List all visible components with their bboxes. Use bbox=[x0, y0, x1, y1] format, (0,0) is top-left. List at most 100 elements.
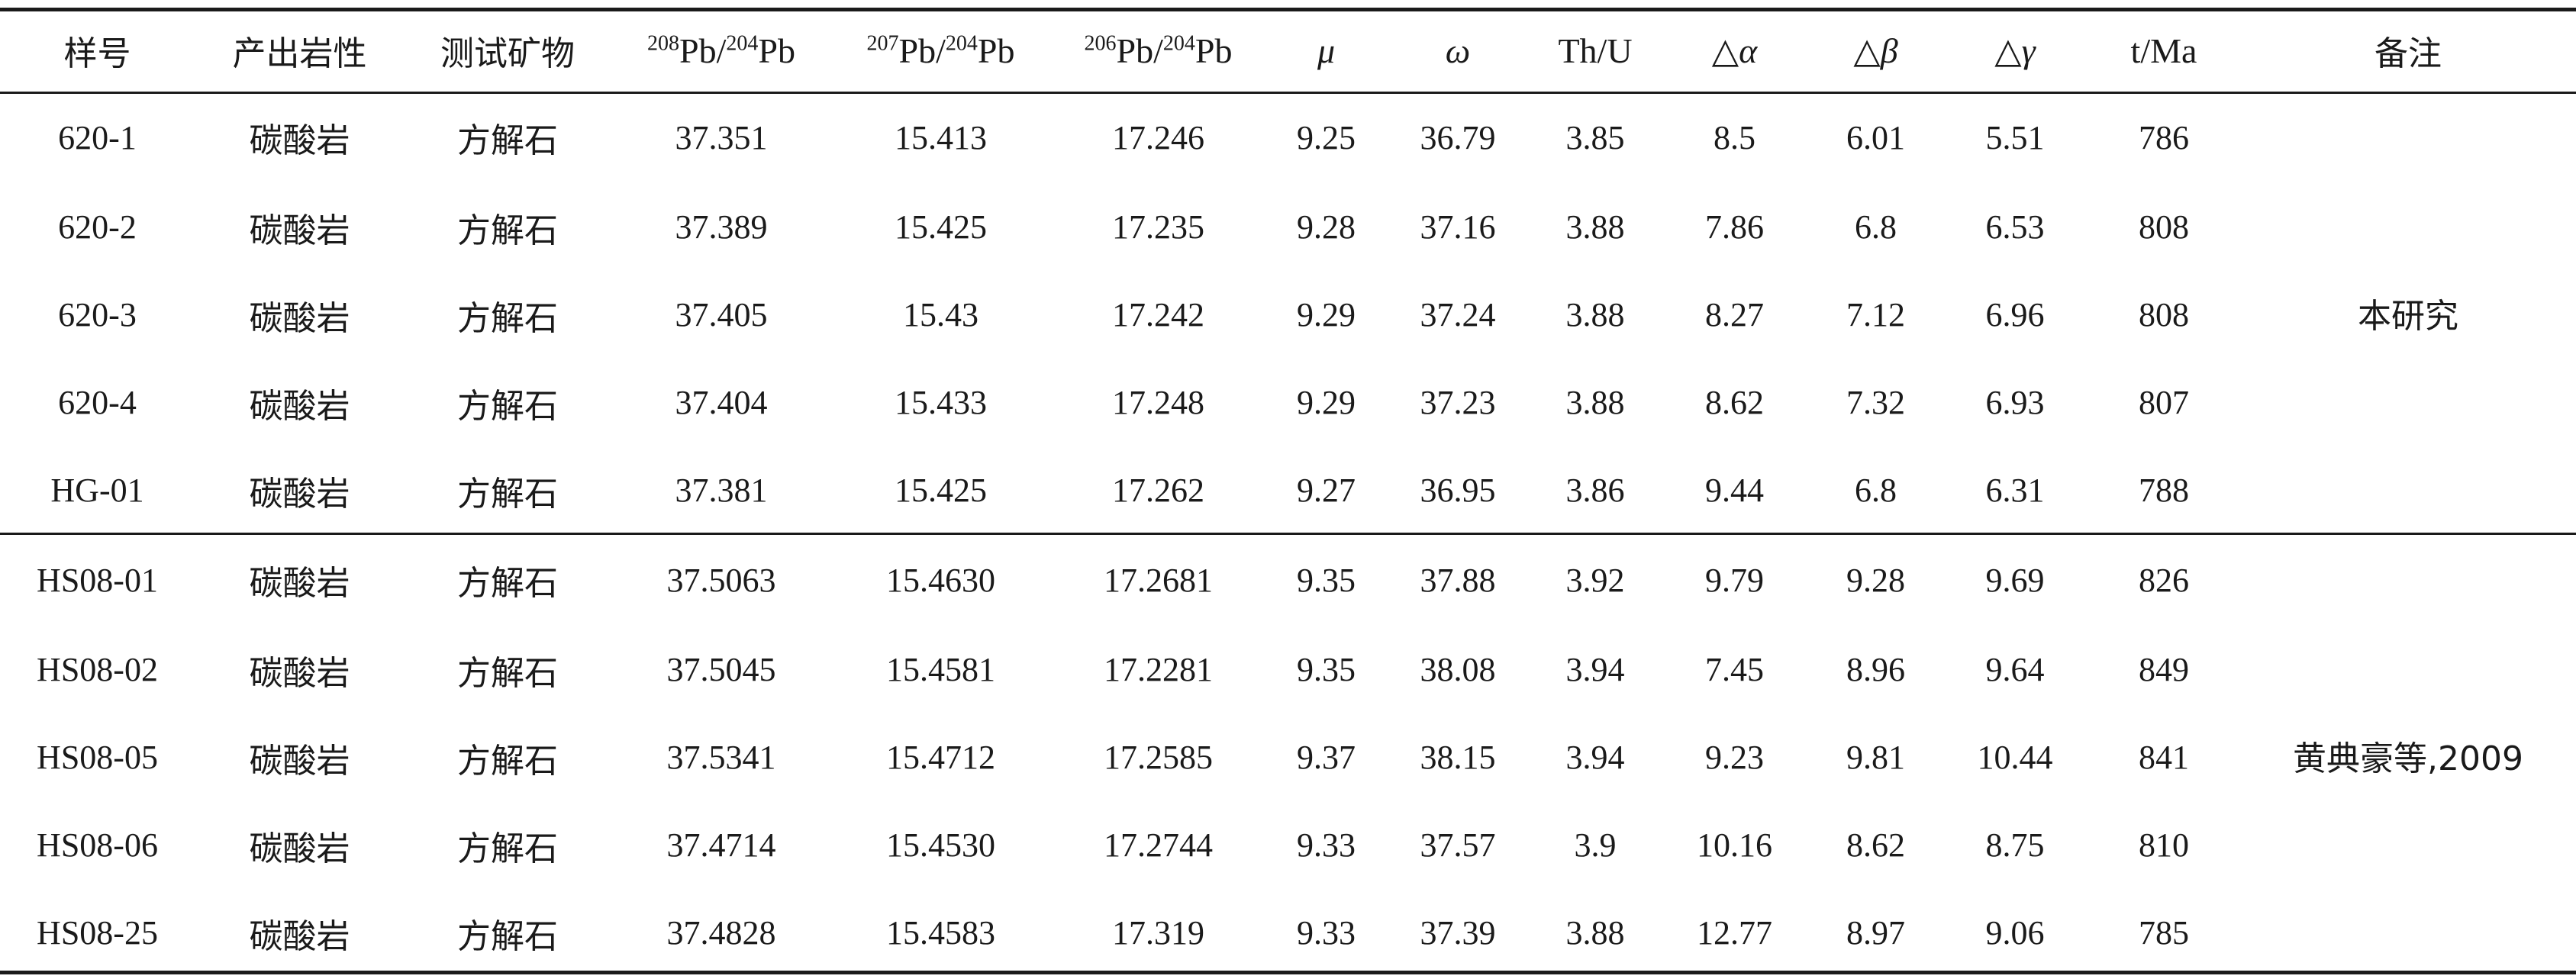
cell-mu: 9.29 bbox=[1297, 384, 1356, 421]
cell-pb206-pb204: 17.248 bbox=[1112, 384, 1204, 421]
pb-isotope-table: 样号 产出岩性 测试矿物 208Pb/204Pb 207Pb/204Pb 206… bbox=[0, 9, 2576, 977]
cell-mu: 9.35 bbox=[1297, 561, 1356, 599]
cell-delta-gamma: 9.06 bbox=[1985, 914, 2045, 952]
cell-pb208-pb204: 37.4828 bbox=[666, 914, 776, 952]
cell-pb208-pb204: 37.5063 bbox=[666, 561, 776, 599]
cell-age: 808 bbox=[2139, 208, 2189, 246]
cell-th-u: 3.88 bbox=[1565, 296, 1625, 333]
cell-delta-alpha: 8.62 bbox=[1705, 384, 1764, 421]
cell-mineral: 方解石 bbox=[457, 474, 558, 514]
cell-sample: HS08-06 bbox=[37, 826, 158, 864]
cell-mineral: 方解石 bbox=[457, 211, 558, 250]
cell-delta-beta: 8.97 bbox=[1846, 914, 1905, 952]
cell-th-u: 3.88 bbox=[1565, 384, 1625, 421]
cell-lithology: 碳酸岩 bbox=[249, 741, 350, 781]
cell-pb208-pb204: 37.389 bbox=[675, 208, 768, 246]
cell-delta-gamma: 6.93 bbox=[1985, 384, 2045, 421]
cell-pb208-pb204: 37.381 bbox=[675, 472, 768, 509]
cell-lithology: 碳酸岩 bbox=[249, 829, 350, 868]
cell-age: 841 bbox=[2139, 739, 2189, 776]
cell-sample: HS08-01 bbox=[37, 561, 158, 599]
cell-lithology: 碳酸岩 bbox=[249, 653, 350, 693]
cell-th-u: 3.9 bbox=[1574, 826, 1617, 864]
header-omega: ω bbox=[1445, 31, 1471, 70]
cell-sample: 620-3 bbox=[58, 296, 137, 333]
cell-pb206-pb204: 17.2281 bbox=[1104, 651, 1213, 688]
cell-th-u: 3.92 bbox=[1565, 561, 1625, 599]
cell-th-u: 3.94 bbox=[1565, 739, 1625, 776]
cell-mu: 9.29 bbox=[1297, 296, 1356, 333]
cell-pb208-pb204: 37.5341 bbox=[666, 739, 776, 776]
cell-delta-alpha: 8.5 bbox=[1714, 118, 1755, 156]
header-delta-beta: △β bbox=[1853, 31, 1898, 70]
cell-pb206-pb204: 17.2744 bbox=[1104, 826, 1213, 864]
cell-delta-gamma: 8.75 bbox=[1985, 826, 2045, 864]
cell-pb207-pb204: 15.425 bbox=[895, 472, 987, 509]
cell-pb207-pb204: 15.4712 bbox=[886, 739, 995, 776]
table-row: 620-4 碳酸岩 方解石 37.404 15.433 17.248 9.29 37.23 3.… bbox=[0, 359, 2576, 446]
table-row: HS08-06 碳酸岩 方解石 37.4714 15.4530 17.2744 9.33 37… bbox=[0, 801, 2576, 889]
header-sample: 样号 bbox=[63, 34, 131, 73]
cell-th-u: 3.88 bbox=[1565, 208, 1625, 246]
cell-age: 808 bbox=[2139, 296, 2189, 333]
table-row: HS08-25 碳酸岩 方解石 37.4828 15.4583 17.319 9.33 37.… bbox=[0, 889, 2576, 977]
cell-delta-alpha: 12.77 bbox=[1697, 914, 1772, 952]
cell-delta-gamma: 6.31 bbox=[1985, 472, 2045, 509]
cell-pb207-pb204: 15.413 bbox=[895, 118, 987, 156]
cell-pb207-pb204: 15.425 bbox=[895, 208, 987, 246]
cell-sample: 620-1 bbox=[58, 118, 137, 156]
cell-age: 849 bbox=[2139, 651, 2189, 688]
cell-delta-beta: 8.62 bbox=[1846, 826, 1905, 864]
cell-lithology: 碳酸岩 bbox=[249, 386, 350, 426]
cell-sample: HG-01 bbox=[50, 472, 144, 509]
cell-pb207-pb204: 15.4581 bbox=[886, 651, 995, 688]
cell-mineral: 方解石 bbox=[457, 298, 558, 338]
cell-sample: 620-4 bbox=[58, 384, 137, 421]
cell-delta-gamma: 10.44 bbox=[1977, 739, 2053, 776]
cell-pb206-pb204: 17.246 bbox=[1112, 118, 1204, 156]
table-row: HS08-01 碳酸岩 方解石 37.5063 15.4630 17.2681 9.35 37… bbox=[0, 534, 2576, 779]
table-row: HS08-02 碳酸岩 方解石 37.5045 15.4581 17.2281 9.35 38… bbox=[0, 626, 2576, 713]
cell-pb206-pb204: 17.242 bbox=[1112, 296, 1204, 333]
header-delta-alpha: △α bbox=[1711, 31, 1758, 70]
table-header-rule bbox=[0, 92, 2576, 94]
table-row: HS08-05 碳酸岩 方解石 37.5341 15.4712 17.2585 9.37 38… bbox=[0, 713, 2576, 801]
cell-omega: 37.24 bbox=[1420, 296, 1496, 333]
cell-age: 786 bbox=[2139, 118, 2189, 156]
cell-delta-alpha: 9.23 bbox=[1705, 739, 1764, 776]
cell-lithology: 碳酸岩 bbox=[249, 564, 350, 603]
header-mineral: 测试矿物 bbox=[440, 34, 575, 73]
cell-omega: 37.23 bbox=[1420, 384, 1496, 421]
header-pb207-pb204: 207Pb/204Pb bbox=[866, 31, 1015, 70]
cell-note-this-study: 本研究 bbox=[2358, 297, 2458, 336]
cell-omega: 37.57 bbox=[1420, 826, 1496, 864]
cell-th-u: 3.85 bbox=[1565, 118, 1625, 156]
cell-mineral: 方解石 bbox=[457, 564, 558, 603]
cell-pb207-pb204: 15.4530 bbox=[886, 826, 995, 864]
cell-mu: 9.27 bbox=[1297, 472, 1356, 509]
cell-mineral: 方解石 bbox=[457, 916, 558, 956]
cell-mu: 9.28 bbox=[1297, 208, 1356, 246]
cell-delta-beta: 6.8 bbox=[1855, 472, 1897, 509]
cell-mineral: 方解石 bbox=[457, 121, 558, 160]
cell-delta-alpha: 8.27 bbox=[1705, 296, 1764, 333]
cell-pb206-pb204: 17.319 bbox=[1112, 914, 1204, 952]
cell-omega: 36.95 bbox=[1420, 472, 1496, 509]
table-row: 620-2 碳酸岩 方解石 37.389 15.425 17.235 9.28 37.16 3.… bbox=[0, 183, 2576, 271]
cell-sample: HS08-05 bbox=[37, 739, 158, 776]
table-body: 620-1 碳酸岩 方解石 37.351 15.413 17.246 9.25 36.79 3.… bbox=[0, 92, 2576, 977]
cell-delta-gamma: 9.64 bbox=[1985, 651, 2045, 688]
cell-omega: 37.16 bbox=[1420, 208, 1496, 246]
cell-mu: 9.35 bbox=[1297, 651, 1356, 688]
cell-omega: 37.39 bbox=[1420, 914, 1496, 952]
cell-pb206-pb204: 17.2681 bbox=[1104, 561, 1213, 599]
cell-mineral: 方解石 bbox=[457, 386, 558, 426]
cell-lithology: 碳酸岩 bbox=[249, 916, 350, 956]
table-row: 620-1 碳酸岩 方解石 37.351 15.413 17.246 9.25 36.79 3.… bbox=[0, 92, 2576, 337]
cell-pb207-pb204: 15.4630 bbox=[886, 561, 995, 599]
cell-omega: 38.08 bbox=[1420, 651, 1496, 688]
cell-age: 810 bbox=[2139, 826, 2189, 864]
table-row: 620-3 碳酸岩 方解石 37.405 15.43 17.242 9.29 37.24 3.8… bbox=[0, 271, 2576, 359]
table-bottom-rule-note bbox=[2271, 971, 2576, 974]
cell-lithology: 碳酸岩 bbox=[249, 121, 350, 160]
